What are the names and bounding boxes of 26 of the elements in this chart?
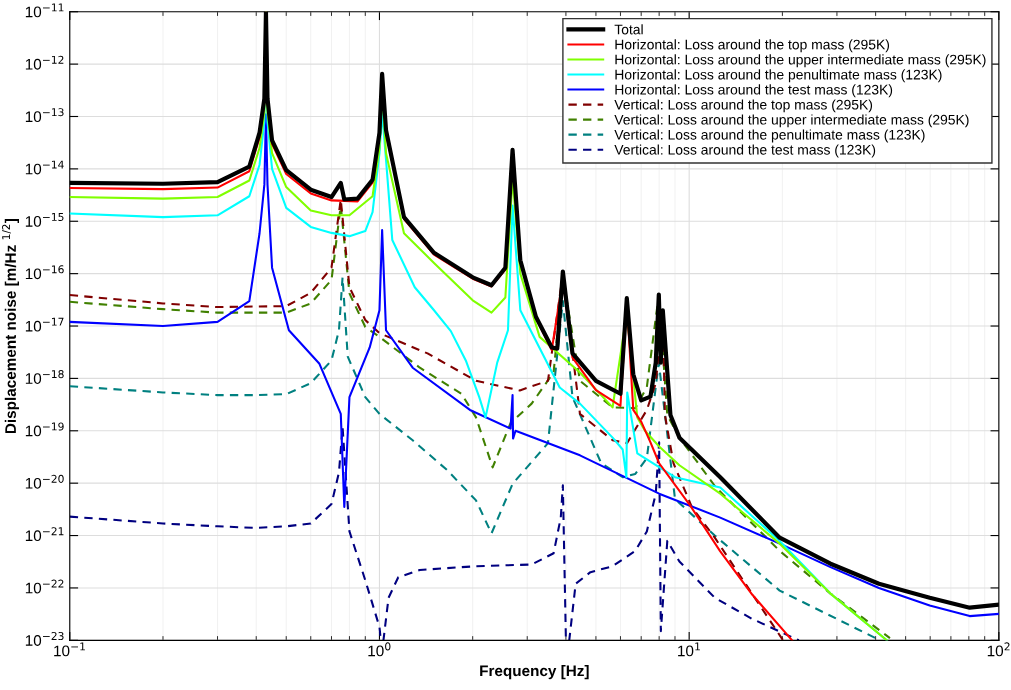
y-tick-label: 10$^{−11}$ (25, 3, 64, 18)
y-axis-title: Displacement noise [m/Hz $^{1/2}$] (2, 218, 20, 434)
legend-label: Vertical: Loss around the top mass (295K) (614, 99, 873, 113)
y-tick-label: 10$^{−22}$ (25, 579, 64, 594)
x-axis-title: Frequency [Hz] (480, 664, 589, 680)
legend-label: Vertical: Loss around the penultimate mass (123K) (614, 129, 925, 143)
x-tick-label: 10$^{1}$ (678, 642, 700, 657)
legend-label: Horizontal: Loss around the test mass (123K) (615, 84, 893, 98)
y-tick-label: 10$^{−21}$ (25, 527, 64, 542)
legend-label: Total (614, 24, 643, 35)
legend-label: Vertical: Loss around the test mass (123K) (614, 144, 876, 158)
legend-label: Vertical: Loss around the upper intermediate mass (295K) (614, 114, 969, 128)
y-tick-label: 10$^{−18}$ (25, 370, 64, 384)
y-tick-label: 10$^{−19}$ (25, 422, 64, 437)
x-tick-label: 10$^{2}$ (987, 642, 1010, 657)
y-tick-label: 10$^{−12}$ (25, 55, 64, 70)
x-tick-label: 10$^{0}$ (368, 642, 391, 657)
y-tick-label: 10$^{−14}$ (25, 160, 64, 175)
y-tick-label: 10$^{−13}$ (25, 108, 64, 123)
y-tick-label: 10$^{−15}$ (25, 213, 64, 227)
legend-label: Horizontal: Loss around the top mass (295K) (615, 39, 890, 53)
y-tick-label: 10$^{−20}$ (25, 474, 64, 489)
y-tick-label: 10$^{−17}$ (25, 317, 64, 332)
legend-label: Horizontal: Loss around the upper intermediate mass (295K) (615, 54, 986, 68)
y-tick-label: 10$^{−16}$ (25, 265, 64, 280)
legend-label: Horizontal: Loss around the penultimate mass (123K) (615, 69, 942, 83)
